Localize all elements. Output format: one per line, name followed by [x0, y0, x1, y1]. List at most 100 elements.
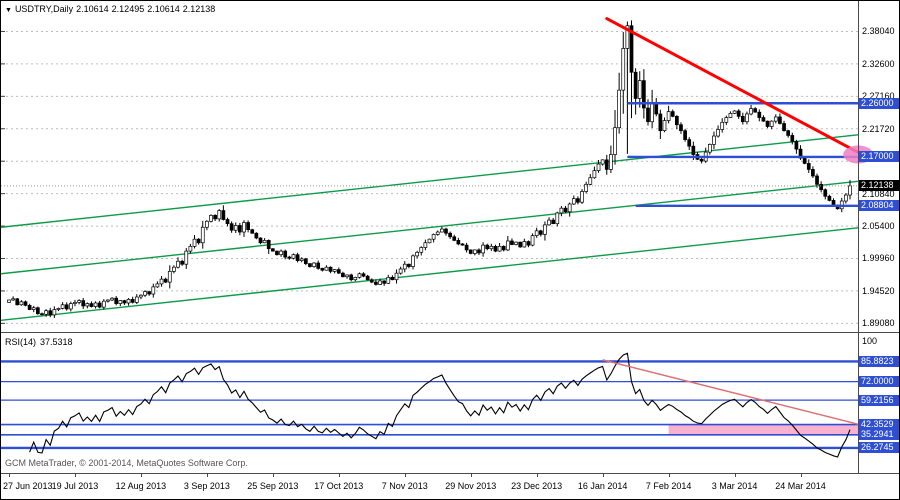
candle — [427, 238, 432, 244]
candle — [192, 238, 197, 247]
candle — [242, 222, 246, 233]
candle — [675, 116, 679, 126]
price-label-2.32600: 2.32600 — [862, 58, 895, 69]
candle — [765, 120, 770, 127]
candle — [778, 116, 782, 124]
downtrend-line[interactable] — [605, 17, 866, 158]
candle — [200, 226, 205, 244]
price-label-1.99960: 1.99960 — [862, 253, 895, 264]
candle — [303, 258, 308, 264]
candle — [130, 299, 135, 303]
candle — [407, 263, 411, 267]
rsi-readout: RSI(14) 37.5318 — [5, 337, 77, 347]
candle — [811, 169, 815, 177]
price-marker-2.08804: 2.08804 — [859, 200, 899, 212]
rsi-line — [29, 352, 851, 458]
rsi-downtrend-line[interactable] — [602, 359, 865, 427]
candlestick-series — [7, 20, 852, 318]
candle — [571, 198, 576, 205]
candle — [139, 294, 143, 298]
panel-separator[interactable] — [1, 332, 899, 333]
candle — [238, 225, 242, 233]
candle — [468, 249, 473, 254]
candle — [666, 111, 671, 121]
candle — [176, 260, 180, 268]
candle — [613, 127, 617, 155]
candle — [477, 249, 481, 254]
candle — [398, 268, 403, 274]
candle — [217, 210, 222, 220]
candle — [73, 302, 77, 304]
candle — [386, 276, 391, 284]
candle — [31, 307, 36, 310]
candle — [728, 113, 733, 118]
candle — [691, 145, 696, 155]
candle — [501, 245, 506, 251]
candle — [712, 135, 716, 145]
time-tick — [74, 474, 76, 477]
candle — [114, 297, 119, 304]
low-value: 2.10614 — [147, 4, 180, 14]
candle — [167, 271, 172, 283]
rsi-band[interactable] — [668, 424, 858, 435]
time-tick — [800, 474, 802, 477]
candle — [440, 228, 444, 233]
candle — [736, 110, 741, 117]
candle — [485, 244, 490, 250]
time-tick — [272, 474, 274, 477]
time-label: 3 Mar 2014 — [711, 481, 758, 491]
candle — [707, 144, 712, 153]
candle — [687, 139, 692, 147]
candle — [625, 25, 630, 49]
rsi-indicator-panel[interactable] — [1, 333, 900, 473]
price-label-2.38040: 2.38040 — [862, 26, 895, 37]
main-price-chart[interactable] — [1, 1, 900, 332]
candle — [538, 230, 543, 235]
candle — [60, 304, 65, 309]
time-tick — [404, 474, 406, 477]
candle — [295, 254, 300, 261]
candle — [266, 240, 271, 250]
candle — [68, 303, 73, 310]
candle — [543, 224, 547, 235]
candle — [489, 245, 494, 250]
time-label: 23 Dec 2013 — [511, 481, 563, 491]
candle — [93, 302, 98, 307]
candle — [64, 304, 69, 310]
channel-line-1[interactable] — [1, 180, 859, 275]
channel-line-2[interactable] — [1, 227, 859, 321]
candle — [637, 80, 642, 99]
candle — [580, 191, 584, 203]
candle — [341, 272, 345, 278]
candle — [497, 245, 502, 252]
candle — [209, 214, 213, 222]
candle — [827, 195, 832, 201]
candle — [848, 185, 852, 196]
price-label-2.05400: 2.05400 — [862, 221, 895, 232]
price-label-1.89080: 1.89080 — [862, 318, 895, 329]
candle — [229, 223, 234, 231]
candle — [23, 301, 28, 306]
candle — [547, 219, 551, 226]
candle — [369, 279, 374, 283]
candle — [328, 266, 333, 272]
symbol-period-label: USDTRY,Daily — [14, 4, 74, 14]
rsi-level-label-59.2156: 59.2156 — [859, 394, 899, 406]
candle — [225, 219, 230, 225]
candle — [11, 298, 15, 301]
candle — [823, 189, 828, 197]
candle — [629, 25, 634, 73]
channel-line-0[interactable] — [1, 134, 859, 228]
time-label: 24 Mar 2014 — [775, 481, 826, 491]
time-axis[interactable]: 27 Jun 2013 19 Jul 2013 12 Aug 2013 3 Sep 2… — [1, 473, 899, 499]
candle — [151, 286, 156, 295]
price-axis[interactable]: 2.38040 2.32600 2.27160 2.21720 2.10840 2.054… — [858, 1, 899, 473]
candle — [650, 102, 654, 123]
candle — [522, 241, 527, 248]
candle — [621, 48, 626, 91]
time-label: 7 Feb 2014 — [645, 481, 692, 491]
candle — [258, 237, 263, 244]
candle — [514, 241, 518, 245]
candle — [435, 231, 440, 235]
price-marker-2.12138: 2.12138 — [859, 180, 899, 192]
